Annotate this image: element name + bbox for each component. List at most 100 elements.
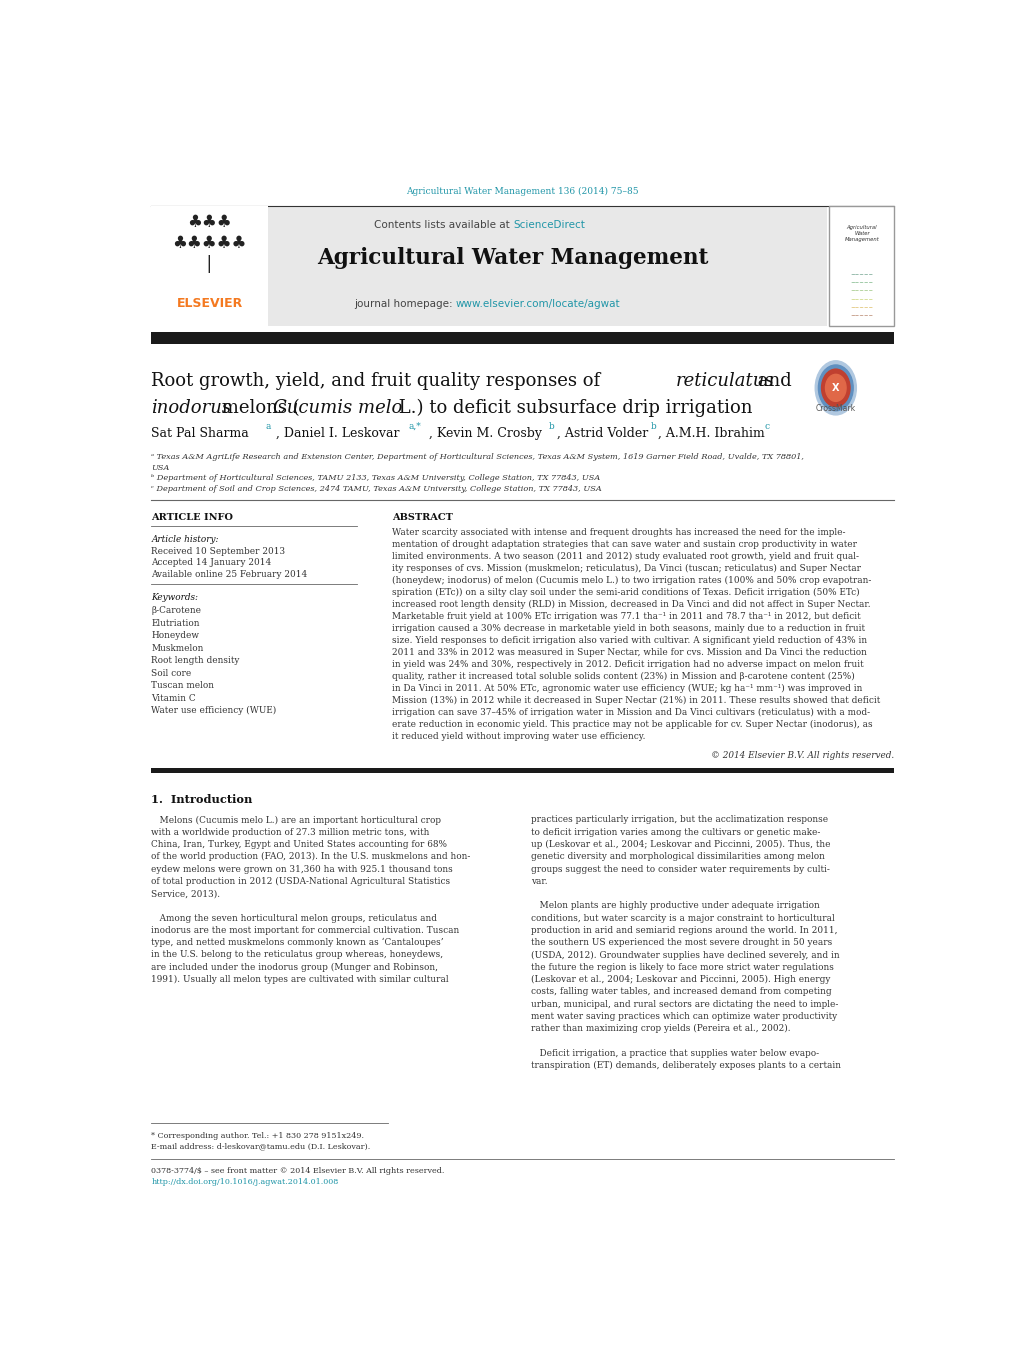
- Text: of the world production (FAO, 2013). In the U.S. muskmelons and hon-: of the world production (FAO, 2013). In …: [151, 852, 470, 862]
- Text: (Leskovar et al., 2004; Leskovar and Piccinni, 2005). High energy: (Leskovar et al., 2004; Leskovar and Pic…: [530, 975, 829, 984]
- Text: Service, 2013).: Service, 2013).: [151, 889, 220, 898]
- Text: Melon plants are highly productive under adequate irrigation: Melon plants are highly productive under…: [530, 901, 818, 911]
- Text: ~~~~~: ~~~~~: [850, 289, 872, 293]
- Text: ARTICLE INFO: ARTICLE INFO: [151, 512, 233, 521]
- Text: Vitamin C: Vitamin C: [151, 693, 196, 703]
- Text: CrossMark: CrossMark: [815, 404, 855, 413]
- Text: mentation of drought adaptation strategies that can save water and sustain crop : mentation of drought adaptation strategi…: [392, 540, 857, 550]
- Circle shape: [820, 369, 849, 407]
- Text: ment water saving practices which can optimize water productivity: ment water saving practices which can op…: [530, 1012, 836, 1021]
- Text: (honeydew; inodorus) of melon (Cucumis melo L.) to two irrigation rates (100% an: (honeydew; inodorus) of melon (Cucumis m…: [392, 576, 871, 585]
- Text: rather than maximizing crop yields (Pereira et al., 2002).: rather than maximizing crop yields (Pere…: [530, 1024, 790, 1034]
- Text: ~~~~~: ~~~~~: [850, 280, 872, 285]
- Text: var.: var.: [530, 877, 547, 886]
- Text: USA: USA: [151, 463, 169, 471]
- Text: inodorus are the most important for commercial cultivation. Tuscan: inodorus are the most important for comm…: [151, 925, 459, 935]
- Text: Elutriation: Elutriation: [151, 619, 200, 628]
- Text: Deficit irrigation, a practice that supplies water below evapo-: Deficit irrigation, a practice that supp…: [530, 1048, 818, 1058]
- Text: to deficit irrigation varies among the cultivars or genetic make-: to deficit irrigation varies among the c…: [530, 828, 819, 836]
- Text: c: c: [764, 422, 769, 431]
- Bar: [151, 205, 268, 327]
- Text: irrigation can save 37–45% of irrigation water in Mission and Da Vinci cultivars: irrigation can save 37–45% of irrigation…: [392, 708, 869, 717]
- Text: up (Leskovar et al., 2004; Leskovar and Piccinni, 2005). Thus, the: up (Leskovar et al., 2004; Leskovar and …: [530, 840, 829, 848]
- Text: Accepted 14 January 2014: Accepted 14 January 2014: [151, 558, 271, 567]
- Text: Agricultural Water Management: Agricultural Water Management: [317, 247, 708, 269]
- Text: the future the region is likely to face more strict water regulations: the future the region is likely to face …: [530, 963, 833, 971]
- Text: 1.  Introduction: 1. Introduction: [151, 793, 253, 805]
- Text: Root growth, yield, and fruit quality responses of: Root growth, yield, and fruit quality re…: [151, 372, 605, 389]
- Text: reticulatus: reticulatus: [675, 372, 773, 389]
- Text: genetic diversity and morphological dissimilarities among melon: genetic diversity and morphological diss…: [530, 852, 823, 861]
- Text: spiration (ETc)) on a silty clay soil under the semi-arid conditions of Texas. D: spiration (ETc)) on a silty clay soil un…: [392, 588, 859, 597]
- Text: Honeydew: Honeydew: [151, 631, 199, 640]
- Bar: [828, 205, 894, 327]
- Text: type, and netted muskmelons commonly known as ‘Cantaloupes’: type, and netted muskmelons commonly kno…: [151, 938, 443, 947]
- Text: ~~~~~: ~~~~~: [850, 272, 872, 277]
- Text: groups suggest the need to consider water requirements by culti-: groups suggest the need to consider wate…: [530, 865, 828, 874]
- Text: practices particularly irrigation, but the acclimatization response: practices particularly irrigation, but t…: [530, 816, 827, 824]
- Text: Agricultural
Water
Management: Agricultural Water Management: [844, 224, 878, 242]
- Text: 1991). Usually all melon types are cultivated with similar cultural: 1991). Usually all melon types are culti…: [151, 975, 448, 984]
- Text: ~~~~~: ~~~~~: [850, 297, 872, 301]
- Text: ♣♣♣
♣♣♣♣♣
  |: ♣♣♣ ♣♣♣♣♣ |: [172, 213, 247, 273]
- Text: www.elsevier.com/locate/agwat: www.elsevier.com/locate/agwat: [455, 299, 620, 308]
- Text: Contents lists available at: Contents lists available at: [374, 219, 513, 230]
- Text: limited environments. A two season (2011 and 2012) study evaluated root growth, : limited environments. A two season (2011…: [392, 553, 858, 562]
- Text: quality, rather it increased total soluble solids content (23%) in Mission and β: quality, rather it increased total solub…: [392, 671, 854, 681]
- Text: Marketable fruit yield at 100% ETc irrigation was 77.1 tha⁻¹ in 2011 and 78.7 th: Marketable fruit yield at 100% ETc irrig…: [392, 612, 860, 621]
- Text: in the U.S. belong to the reticulatus group whereas, honeydews,: in the U.S. belong to the reticulatus gr…: [151, 951, 443, 959]
- Text: ~~~~~: ~~~~~: [850, 313, 872, 319]
- Text: Muskmelon: Muskmelon: [151, 644, 204, 653]
- Text: China, Iran, Turkey, Egypt and United States accounting for 68%: China, Iran, Turkey, Egypt and United St…: [151, 840, 446, 848]
- Text: Mission (13%) in 2012 while it decreased in Super Nectar (21%) in 2011. These re: Mission (13%) in 2012 while it decreased…: [392, 696, 879, 705]
- Text: ᶜ Department of Soil and Crop Sciences, 2474 TAMU, Texas A&M University, College: ᶜ Department of Soil and Crop Sciences, …: [151, 485, 601, 493]
- Text: Sat Pal Sharma: Sat Pal Sharma: [151, 427, 249, 440]
- Text: , A.M.H. Ibrahim: , A.M.H. Ibrahim: [657, 427, 764, 440]
- Circle shape: [824, 374, 845, 401]
- Circle shape: [817, 365, 852, 411]
- Text: , Kevin M. Crosby: , Kevin M. Crosby: [429, 427, 542, 440]
- Text: Keywords:: Keywords:: [151, 593, 198, 601]
- Text: * Corresponding author. Tel.: +1 830 278 9151x249.: * Corresponding author. Tel.: +1 830 278…: [151, 1132, 364, 1140]
- Text: costs, falling water tables, and increased demand from competing: costs, falling water tables, and increas…: [530, 988, 830, 996]
- Text: , Astrid Volder: , Astrid Volder: [556, 427, 647, 440]
- Text: Received 10 September 2013: Received 10 September 2013: [151, 547, 285, 557]
- Text: size. Yield responses to deficit irrigation also varied with cultivar. A signifi: size. Yield responses to deficit irrigat…: [392, 636, 866, 644]
- Text: erate reduction in economic yield. This practice may not be applicable for cv. S: erate reduction in economic yield. This …: [392, 720, 872, 728]
- Text: Article history:: Article history:: [151, 535, 218, 543]
- Text: ity responses of cvs. Mission (muskmelon; reticulatus), Da Vinci (tuscan; reticu: ity responses of cvs. Mission (muskmelon…: [392, 565, 860, 573]
- Text: irrigation caused a 30% decrease in marketable yield in both seasons, mainly due: irrigation caused a 30% decrease in mark…: [392, 624, 864, 634]
- Text: b: b: [650, 422, 656, 431]
- Text: ABSTRACT: ABSTRACT: [392, 512, 452, 521]
- Text: with a worldwide production of 27.3 million metric tons, with: with a worldwide production of 27.3 mill…: [151, 828, 429, 836]
- Text: Soil core: Soil core: [151, 669, 192, 678]
- Text: Tuscan melon: Tuscan melon: [151, 681, 214, 690]
- Text: L.) to deficit subsurface drip irrigation: L.) to deficit subsurface drip irrigatio…: [392, 399, 752, 416]
- Text: a: a: [265, 422, 270, 431]
- Text: production in arid and semiarid regions around the world. In 2011,: production in arid and semiarid regions …: [530, 925, 837, 935]
- Circle shape: [814, 361, 856, 415]
- Text: Water use efficiency (WUE): Water use efficiency (WUE): [151, 707, 276, 715]
- Text: ELSEVIER: ELSEVIER: [176, 297, 243, 311]
- Text: ᵇ Department of Horticultural Sciences, TAMU 2133, Texas A&M University, College: ᵇ Department of Horticultural Sciences, …: [151, 474, 600, 482]
- Text: urban, municipal, and rural sectors are dictating the need to imple-: urban, municipal, and rural sectors are …: [530, 1000, 838, 1009]
- Text: the southern US experienced the most severe drought in 50 years: the southern US experienced the most sev…: [530, 938, 832, 947]
- Text: Cucumis melo: Cucumis melo: [273, 399, 401, 416]
- Text: X: X: [832, 382, 839, 393]
- Text: melons (: melons (: [216, 399, 300, 416]
- Text: ScienceDirect: ScienceDirect: [513, 219, 585, 230]
- Text: http://dx.doi.org/10.1016/j.agwat.2014.01.008: http://dx.doi.org/10.1016/j.agwat.2014.0…: [151, 1178, 338, 1186]
- Text: it reduced yield without improving water use efficiency.: it reduced yield without improving water…: [392, 732, 645, 740]
- Text: ~~~~~: ~~~~~: [850, 305, 872, 311]
- Text: ᵃ Texas A&M AgriLife Research and Extension Center, Department of Horticultural : ᵃ Texas A&M AgriLife Research and Extens…: [151, 454, 803, 462]
- Text: conditions, but water scarcity is a major constraint to horticultural: conditions, but water scarcity is a majo…: [530, 913, 834, 923]
- Text: © 2014 Elsevier B.V. All rights reserved.: © 2014 Elsevier B.V. All rights reserved…: [710, 751, 894, 759]
- Bar: [151, 205, 826, 327]
- Text: Root length density: Root length density: [151, 657, 239, 665]
- Text: Among the seven horticultural melon groups, reticulatus and: Among the seven horticultural melon grou…: [151, 913, 437, 923]
- Text: eydew melons were grown on 31,360 ha with 925.1 thousand tons: eydew melons were grown on 31,360 ha wit…: [151, 865, 452, 874]
- Text: a,*: a,*: [409, 422, 421, 431]
- Text: 2011 and 33% in 2012 was measured in Super Nectar, while for cvs. Mission and Da: 2011 and 33% in 2012 was measured in Sup…: [392, 648, 866, 657]
- Text: in Da Vinci in 2011. At 50% ETc, agronomic water use efficiency (WUE; kg ha⁻¹ mm: in Da Vinci in 2011. At 50% ETc, agronom…: [392, 684, 862, 693]
- Text: inodorus: inodorus: [151, 399, 231, 416]
